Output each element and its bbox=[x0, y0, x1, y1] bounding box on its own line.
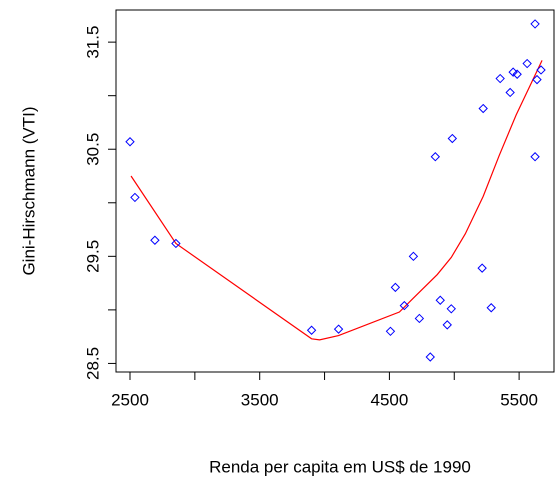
point bbox=[435, 295, 445, 305]
point bbox=[446, 304, 456, 314]
point bbox=[390, 282, 401, 293]
point bbox=[442, 320, 452, 330]
x-axis-label: Renda per capita em US$ de 1990 bbox=[209, 457, 471, 476]
point bbox=[333, 324, 344, 334]
y-tick-label: 30.5 bbox=[83, 133, 102, 166]
point bbox=[508, 67, 518, 77]
point bbox=[414, 313, 425, 324]
point bbox=[530, 19, 540, 29]
point bbox=[522, 58, 532, 69]
point bbox=[512, 69, 522, 79]
point bbox=[478, 103, 488, 114]
point bbox=[486, 303, 496, 313]
x-tick-label: 2500 bbox=[111, 390, 149, 409]
point bbox=[532, 74, 542, 85]
point bbox=[125, 137, 135, 147]
point bbox=[536, 65, 546, 75]
x-tick-label: 4500 bbox=[370, 390, 408, 409]
point bbox=[530, 152, 540, 162]
point bbox=[385, 326, 396, 337]
point bbox=[447, 133, 458, 144]
point bbox=[130, 192, 140, 203]
x-tick-label: 3500 bbox=[241, 390, 279, 409]
point bbox=[430, 152, 441, 162]
fit-line bbox=[130, 60, 543, 341]
y-tick-label: 31.5 bbox=[83, 26, 102, 59]
plot-box bbox=[115, 9, 555, 373]
point bbox=[505, 87, 515, 98]
point bbox=[150, 235, 160, 245]
point bbox=[408, 251, 419, 262]
y-tick-label: 29.5 bbox=[83, 240, 102, 273]
point bbox=[477, 263, 487, 273]
y-axis-label: Gini-Hirschmann (VTI) bbox=[19, 106, 38, 275]
point bbox=[425, 352, 435, 362]
x-tick-label: 5500 bbox=[500, 390, 538, 409]
point bbox=[171, 238, 181, 249]
point bbox=[495, 73, 505, 84]
point bbox=[306, 325, 317, 335]
y-tick-label: 28.5 bbox=[83, 347, 102, 380]
point bbox=[399, 300, 410, 311]
